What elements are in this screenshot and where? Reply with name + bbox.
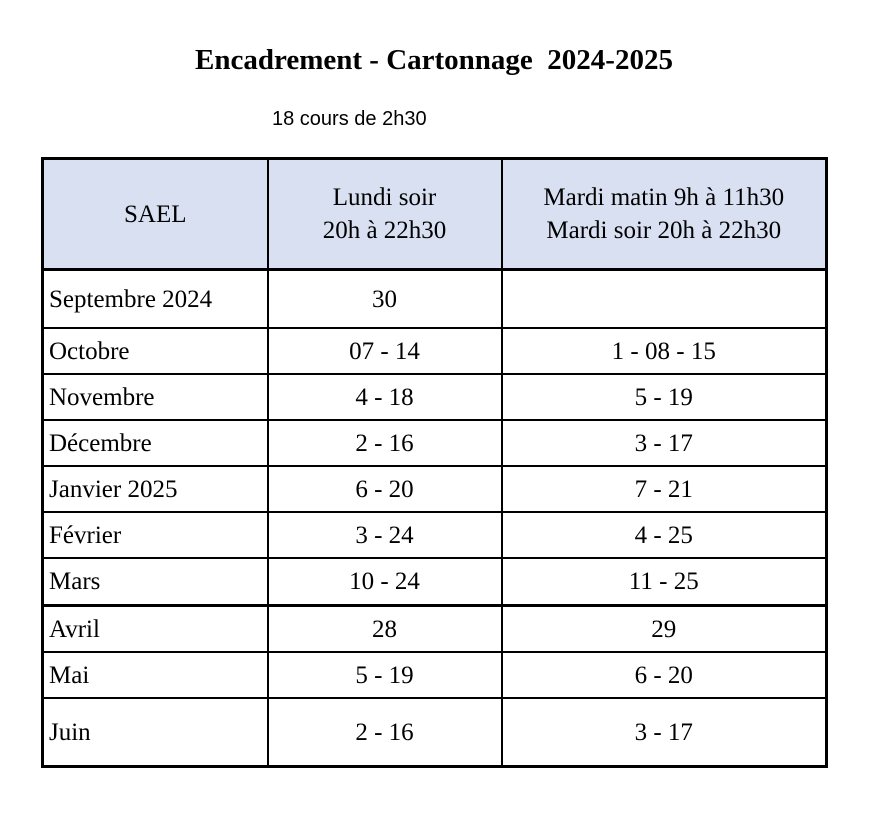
month-cell: Juin [41,697,269,768]
table-row: Janvier 2025 6 - 20 7 - 21 [41,465,828,513]
lundi-dates-cell: 10 - 24 [266,557,503,607]
header-mardi-line2: Mardi soir 20h à 22h30 [546,217,782,244]
table-header: SAEL Lundi soir 20h à 22h30 Mardi matin … [41,157,828,271]
table-row: Avril 28 29 [41,604,828,653]
table-row: Septembre 2024 30 [41,268,828,329]
header-row: SAEL Lundi soir 20h à 22h30 Mardi matin … [41,157,828,271]
lundi-dates-cell: 2 - 16 [266,419,503,467]
table-row: Octobre 07 - 14 1 - 08 - 15 [41,327,828,375]
lundi-dates-cell: 3 - 24 [266,511,503,559]
month-cell: Avril [41,604,269,653]
mardi-dates-cell [500,268,828,329]
table-row: Mars 10 - 24 11 - 25 [41,557,828,607]
mardi-dates-cell: 11 - 25 [500,557,828,607]
mardi-dates-cell: 3 - 17 [500,697,828,768]
mardi-dates-cell: 6 - 20 [500,651,828,699]
header-mardi: Mardi matin 9h à 11h30 Mardi soir 20h à … [500,157,828,271]
mardi-dates-cell: 7 - 21 [500,465,828,513]
table-body: Septembre 2024 30 Octobre 07 - 14 1 - 08… [41,268,828,768]
table-row: Novembre 4 - 18 5 - 19 [41,373,828,421]
page-subtitle: 18 cours de 2h30 [272,108,427,130]
lundi-dates-cell: 28 [266,604,503,653]
mardi-dates-cell: 1 - 08 - 15 [500,327,828,375]
mardi-dates-cell: 4 - 25 [500,511,828,559]
table-row: Décembre 2 - 16 3 - 17 [41,419,828,467]
month-cell: Mars [41,557,269,607]
month-cell: Mai [41,651,269,699]
mardi-dates-cell: 3 - 17 [500,419,828,467]
header-sael: SAEL [41,157,269,271]
lundi-dates-cell: 2 - 16 [266,697,503,768]
lundi-dates-cell: 5 - 19 [266,651,503,699]
month-cell: Septembre 2024 [41,268,269,329]
schedule-table: SAEL Lundi soir 20h à 22h30 Mardi matin … [41,157,828,768]
table-row: Février 3 - 24 4 - 25 [41,511,828,559]
header-lundi-line1: Lundi soir [332,184,437,211]
header-sael-label: SAEL [124,200,187,228]
mardi-dates-cell: 29 [500,604,828,653]
header-lundi: Lundi soir 20h à 22h30 [266,157,503,271]
month-cell: Octobre [41,327,269,375]
month-cell: Janvier 2025 [41,465,269,513]
header-mardi-line1: Mardi matin 9h à 11h30 [543,184,785,211]
lundi-dates-cell: 6 - 20 [266,465,503,513]
table-row: Juin 2 - 16 3 - 17 [41,697,828,768]
lundi-dates-cell: 07 - 14 [266,327,503,375]
month-cell: Novembre [41,373,269,421]
lundi-dates-cell: 4 - 18 [266,373,503,421]
header-lundi-line2: 20h à 22h30 [322,217,447,244]
month-cell: Février [41,511,269,559]
mardi-dates-cell: 5 - 19 [500,373,828,421]
page-title: Encadrement - Cartonnage 2024-2025 [195,44,673,76]
table-row: Mai 5 - 19 6 - 20 [41,651,828,699]
month-cell: Décembre [41,419,269,467]
lundi-dates-cell: 30 [266,268,503,329]
